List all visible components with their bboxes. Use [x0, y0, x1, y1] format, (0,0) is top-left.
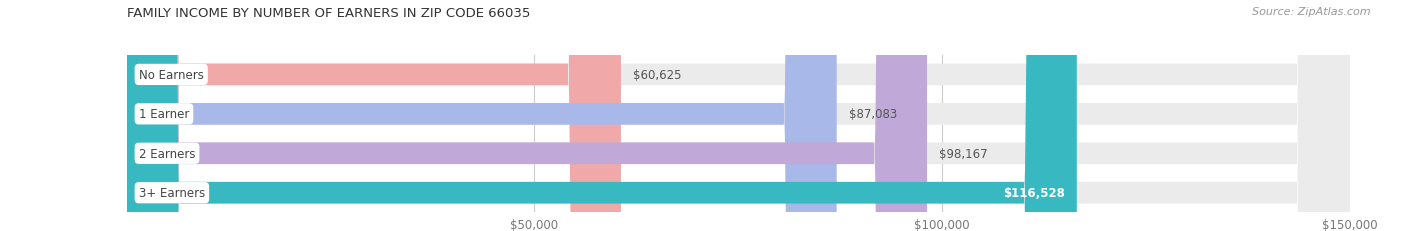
FancyBboxPatch shape: [127, 0, 1077, 231]
Text: $60,625: $60,625: [633, 69, 682, 82]
Text: $87,083: $87,083: [849, 108, 897, 121]
Text: Source: ZipAtlas.com: Source: ZipAtlas.com: [1253, 7, 1371, 17]
FancyBboxPatch shape: [127, 0, 1350, 231]
Text: 3+ Earners: 3+ Earners: [139, 186, 205, 199]
Text: 1 Earner: 1 Earner: [139, 108, 190, 121]
Text: $116,528: $116,528: [1002, 186, 1064, 199]
FancyBboxPatch shape: [127, 0, 621, 231]
FancyBboxPatch shape: [127, 0, 927, 231]
FancyBboxPatch shape: [127, 0, 1350, 231]
Text: No Earners: No Earners: [139, 69, 204, 82]
FancyBboxPatch shape: [127, 0, 837, 231]
FancyBboxPatch shape: [127, 0, 1350, 231]
Text: $98,167: $98,167: [939, 147, 988, 160]
Text: FAMILY INCOME BY NUMBER OF EARNERS IN ZIP CODE 66035: FAMILY INCOME BY NUMBER OF EARNERS IN ZI…: [127, 7, 530, 20]
FancyBboxPatch shape: [127, 0, 1350, 231]
Text: 2 Earners: 2 Earners: [139, 147, 195, 160]
